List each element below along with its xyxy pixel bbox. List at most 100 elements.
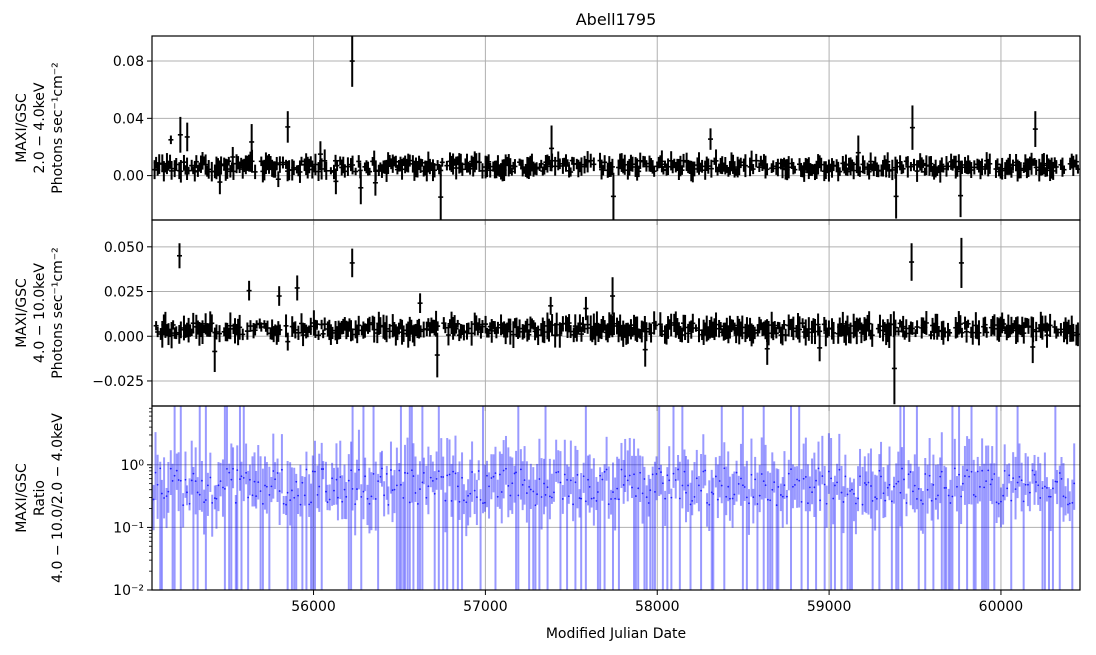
data-point xyxy=(880,475,882,478)
data-point xyxy=(383,494,386,497)
data-point xyxy=(907,473,910,476)
data-point xyxy=(186,491,188,494)
data-point xyxy=(544,494,547,496)
data-point xyxy=(222,486,224,489)
data-point xyxy=(500,491,503,493)
data-point xyxy=(1010,499,1013,502)
data-point xyxy=(685,491,687,494)
data-point xyxy=(265,485,268,488)
data-point xyxy=(654,491,656,493)
data-point xyxy=(821,475,824,477)
data-point xyxy=(154,471,157,474)
data-point xyxy=(333,489,335,492)
data-point xyxy=(301,481,304,484)
data-point xyxy=(1039,497,1042,499)
data-point xyxy=(259,490,262,493)
data-point xyxy=(939,475,942,478)
data-point xyxy=(289,499,292,502)
data-point xyxy=(553,491,555,494)
data-point xyxy=(964,475,966,477)
data-point xyxy=(494,472,497,474)
data-point xyxy=(291,489,293,492)
data-point xyxy=(347,479,350,482)
data-point xyxy=(743,486,746,488)
data-point xyxy=(226,467,228,470)
data-point xyxy=(374,498,377,500)
chart-title: Abell1795 xyxy=(576,10,657,29)
data-point xyxy=(521,483,524,486)
data-point xyxy=(448,473,451,476)
data-point xyxy=(582,475,585,478)
data-point xyxy=(890,500,893,503)
data-point xyxy=(863,482,866,484)
data-point xyxy=(555,471,558,474)
data-point xyxy=(599,474,602,477)
data-point xyxy=(177,479,180,481)
data-point xyxy=(610,498,612,500)
data-point xyxy=(412,475,415,477)
y-axis-label-line: MAXI/GSC xyxy=(14,463,30,533)
data-point xyxy=(930,499,933,502)
data-point xyxy=(903,478,905,481)
data-point xyxy=(741,484,744,487)
data-point xyxy=(299,503,302,506)
data-point xyxy=(764,484,767,487)
data-point xyxy=(819,499,822,502)
data-point xyxy=(433,492,436,495)
data-point xyxy=(677,468,679,471)
data-point xyxy=(639,471,642,474)
data-point xyxy=(783,484,786,487)
data-point xyxy=(350,469,352,472)
data-point xyxy=(471,471,473,473)
data-point xyxy=(706,502,708,504)
data-point xyxy=(597,491,599,493)
data-point xyxy=(781,495,784,498)
data-point xyxy=(456,485,459,488)
data-point xyxy=(171,480,174,482)
data-point xyxy=(972,494,975,496)
data-point xyxy=(356,488,358,490)
data-point xyxy=(232,467,234,470)
data-point xyxy=(827,470,830,473)
data-point xyxy=(543,482,545,485)
data-point xyxy=(274,478,277,481)
data-point xyxy=(735,471,738,474)
data-point xyxy=(437,470,440,473)
data-point xyxy=(840,491,843,494)
data-point xyxy=(693,495,696,498)
data-point xyxy=(1014,488,1017,491)
data-point xyxy=(752,496,755,499)
data-point xyxy=(450,499,453,502)
data-point xyxy=(395,484,398,487)
data-point xyxy=(207,484,209,487)
data-point xyxy=(165,495,168,498)
data-point xyxy=(505,467,507,470)
data-point xyxy=(766,498,769,501)
data-point xyxy=(1024,483,1027,486)
data-point xyxy=(362,490,365,493)
data-point xyxy=(242,477,245,479)
data-point xyxy=(1048,495,1050,498)
data-point xyxy=(683,470,686,473)
data-point xyxy=(622,484,625,486)
data-point xyxy=(446,474,449,477)
data-point xyxy=(234,501,237,504)
data-point xyxy=(937,494,939,497)
data-point xyxy=(681,484,684,487)
data-point xyxy=(584,500,587,503)
data-point xyxy=(790,468,792,471)
data-point xyxy=(320,468,323,470)
y-axis-label-line: MAXI/GSC xyxy=(14,93,30,163)
y-tick-label: 10⁰ xyxy=(121,458,145,474)
data-point xyxy=(912,490,914,493)
data-point xyxy=(905,502,908,504)
data-point xyxy=(668,479,671,482)
data-point xyxy=(1033,473,1036,476)
data-point xyxy=(921,503,924,505)
data-point xyxy=(1008,474,1011,477)
data-point xyxy=(293,496,296,499)
data-point xyxy=(467,494,470,497)
data-point xyxy=(201,479,203,482)
data-point xyxy=(861,503,864,506)
data-point xyxy=(804,476,807,478)
